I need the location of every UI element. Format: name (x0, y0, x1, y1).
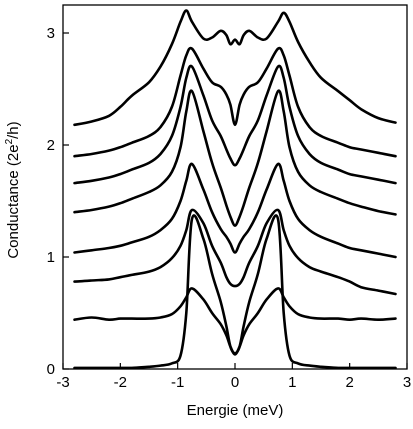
conductance-curve-3 (73, 208, 397, 296)
conductance-curve-6 (73, 64, 397, 185)
conductance-curves (73, 9, 397, 370)
x-tick-label: 2 (345, 374, 353, 391)
y-tick-label: 2 (47, 137, 55, 154)
x-axis-title: Energie (meV) (187, 402, 284, 419)
conductance-curve-7 (73, 46, 397, 158)
x-tick-label: -3 (56, 374, 69, 391)
y-axis-title-superscript: 2 (4, 138, 15, 144)
y-axis-ticks: 0 1 2 3 (47, 25, 69, 378)
conductance-curve-8 (73, 9, 397, 127)
y-tick-label: 3 (47, 25, 55, 42)
x-tick-label: 3 (403, 374, 411, 391)
x-tick-label: -1 (171, 374, 184, 391)
conductance-curve-5 (73, 89, 397, 227)
x-tick-label: 1 (288, 374, 296, 391)
x-tick-label: 0 (231, 374, 239, 391)
y-tick-label: 0 (47, 361, 55, 378)
conductance-curve-2 (73, 214, 397, 370)
plot-frame (62, 4, 408, 370)
x-axis-ticks: -3 -2 -1 0 1 2 3 (56, 363, 411, 391)
y-axis-title: Conductance (2e2/h) (4, 121, 22, 258)
y-tick-label: 1 (47, 249, 55, 266)
conductance-curve-1 (73, 287, 397, 356)
conductance-curve-4 (73, 162, 397, 259)
y-axis-title-main: Conductance (2e (5, 144, 22, 258)
x-tick-label: -2 (114, 374, 127, 391)
y-axis-title-tail: /h) (5, 121, 22, 139)
